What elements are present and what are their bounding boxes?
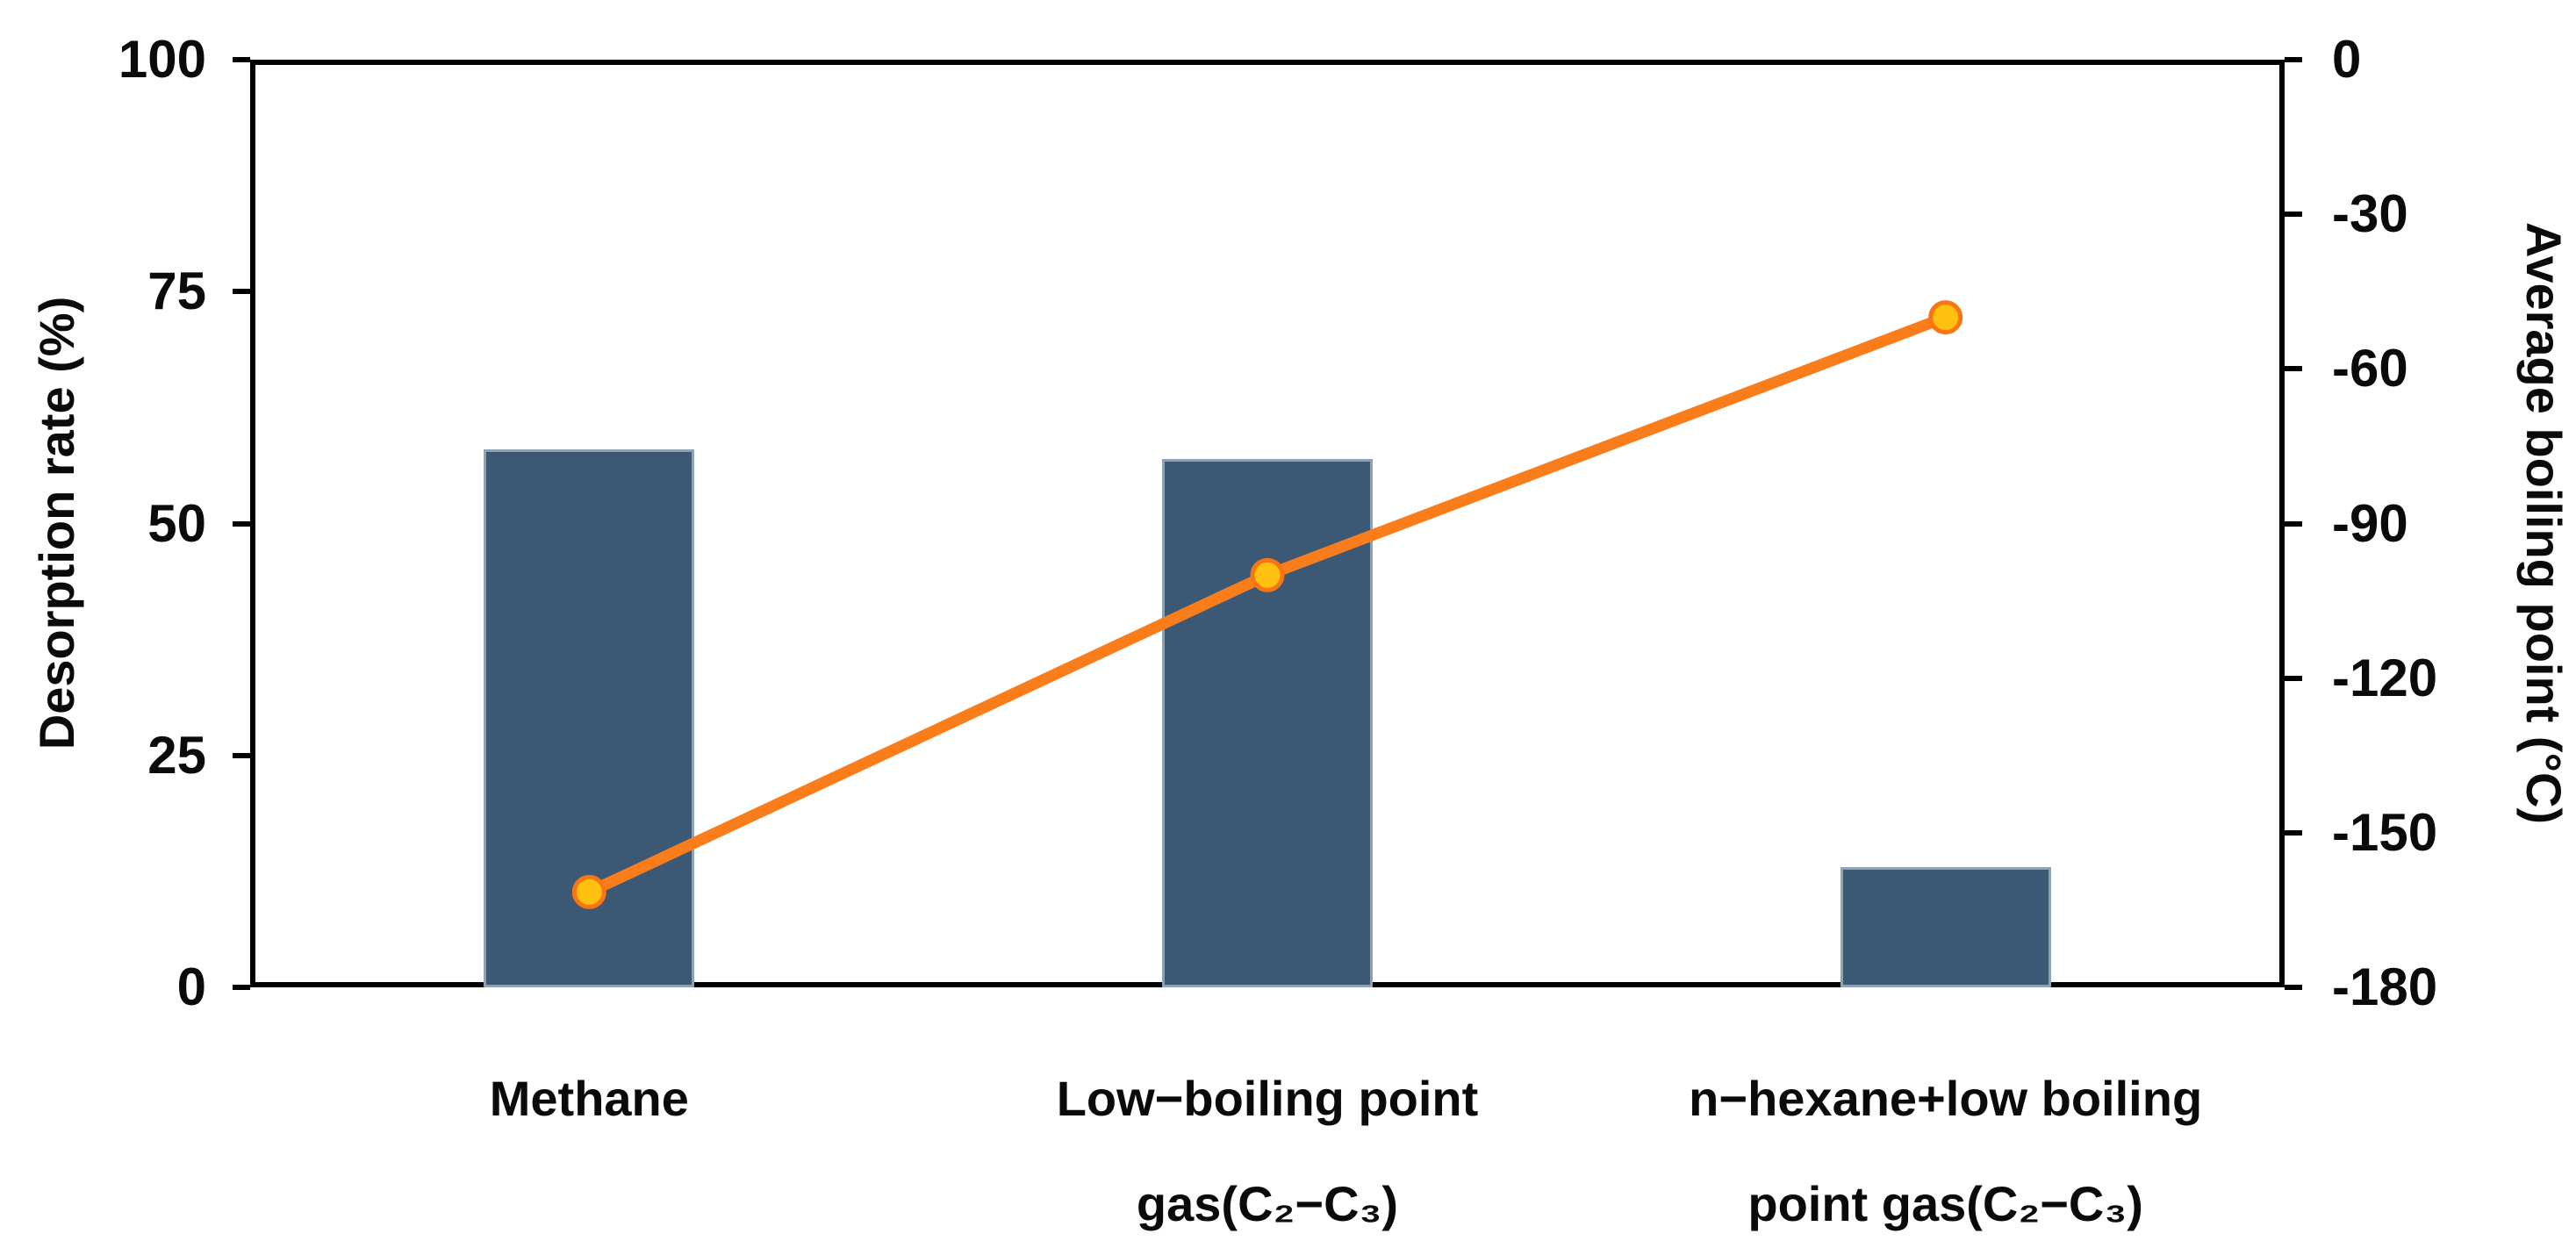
left-axis-tick: [233, 752, 250, 758]
category-label-3: n−hexane+low boiling point gas(C₂−C₃): [1577, 1046, 2314, 1248]
category-label-line: n−hexane+low boiling: [1689, 1071, 2203, 1126]
right-axis-tick: [2285, 985, 2302, 990]
left-axis-tick-label: 50: [147, 493, 206, 553]
left-axis-tick: [233, 985, 250, 990]
category-label-line: gas(C₂−C₃): [1136, 1176, 1399, 1231]
right-axis-tick: [2285, 520, 2302, 527]
category-label-line: Low−boiling point: [1056, 1071, 1479, 1126]
left-axis-tick-label: 100: [118, 30, 206, 89]
left-axis-tick: [233, 520, 250, 527]
bar-3: [1840, 866, 2051, 987]
right-axis-tick: [2285, 57, 2302, 62]
right-axis-tick: [2285, 675, 2302, 681]
right-axis-tick-label: -150: [2332, 802, 2438, 862]
left-axis-tick-label: 75: [147, 262, 206, 321]
right-axis-tick-label: -120: [2332, 648, 2438, 707]
right-axis-tick-label: -60: [2332, 339, 2408, 398]
category-label-1: Methane: [220, 1046, 958, 1151]
left-axis-tick-label: 0: [176, 958, 206, 1016]
category-label-line: Methane: [489, 1071, 689, 1126]
right-axis-tick-label: -180: [2332, 958, 2438, 1016]
category-label-line: point gas(C₂−C₃): [1747, 1176, 2143, 1231]
category-label-2: Low−boiling point gas(C₂−C₃): [899, 1046, 1636, 1248]
left-axis-tick: [233, 289, 250, 295]
right-axis-tick-label: -30: [2332, 184, 2408, 244]
right-axis-tick: [2285, 366, 2302, 372]
right-axis-tick: [2285, 829, 2302, 836]
right-axis-tick-label: 0: [2332, 30, 2362, 89]
right-axis-tick-label: -90: [2332, 493, 2408, 553]
right-axis-tick: [2285, 212, 2302, 218]
left-axis-tick: [233, 57, 250, 62]
bar-1: [484, 448, 695, 987]
bar-2: [1162, 458, 1373, 987]
left-axis-tick-label: 25: [147, 725, 206, 785]
